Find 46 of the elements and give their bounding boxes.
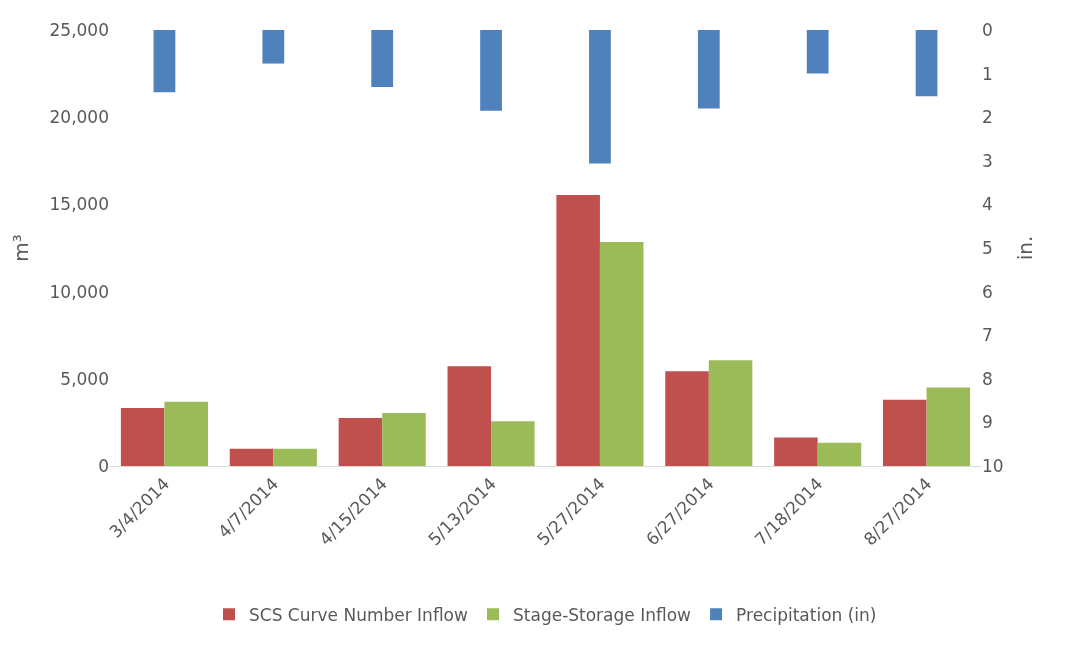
y2-tick-label: 4 bbox=[982, 194, 993, 215]
legend-label: Precipitation (in) bbox=[736, 604, 877, 625]
bar bbox=[480, 30, 502, 111]
y-tick-label: 10,000 bbox=[49, 281, 109, 302]
y2-tick-label: 10 bbox=[982, 455, 1004, 476]
bar bbox=[926, 387, 971, 466]
bar bbox=[273, 448, 317, 466]
y2-tick-label: 2 bbox=[982, 107, 993, 128]
y-tick-label: 20,000 bbox=[49, 107, 109, 128]
bar bbox=[697, 30, 720, 109]
bar bbox=[164, 401, 208, 466]
bar bbox=[556, 194, 600, 466]
y2-tick-label: 6 bbox=[982, 281, 993, 302]
bar bbox=[665, 371, 709, 466]
bar bbox=[774, 437, 818, 466]
bar bbox=[708, 360, 753, 466]
bar bbox=[229, 448, 274, 466]
y-tick-label: 15,000 bbox=[49, 194, 109, 215]
legend-label: Stage-Storage Inflow bbox=[513, 604, 692, 625]
bar bbox=[806, 30, 829, 74]
y2-tick-label: 3 bbox=[982, 150, 993, 171]
bar bbox=[883, 399, 927, 466]
bar bbox=[915, 30, 938, 97]
bar bbox=[589, 30, 611, 164]
y-tick-label: 0 bbox=[98, 455, 109, 476]
y2-tick-label: 7 bbox=[982, 325, 993, 346]
y2-tick-label: 0 bbox=[982, 19, 993, 40]
y2-tick-label: 8 bbox=[982, 368, 993, 389]
y-tick-label: 5,000 bbox=[60, 368, 109, 389]
y2-axis-title: in. bbox=[1013, 235, 1038, 261]
bar bbox=[817, 442, 862, 466]
bar bbox=[382, 412, 426, 466]
bar bbox=[599, 241, 644, 466]
y-tick-label: 25,000 bbox=[49, 19, 109, 40]
bar bbox=[120, 407, 165, 466]
legend-label: SCS Curve Number Inflow bbox=[249, 604, 468, 625]
bar bbox=[447, 366, 492, 466]
bar bbox=[262, 30, 285, 64]
bar bbox=[371, 30, 394, 88]
bar bbox=[338, 418, 383, 466]
y-axis-title: m³ bbox=[9, 234, 34, 262]
y2-tick-label: 1 bbox=[982, 63, 993, 84]
bar bbox=[491, 421, 535, 466]
y2-tick-label: 5 bbox=[982, 237, 993, 258]
y2-tick-label: 9 bbox=[982, 412, 993, 433]
bar bbox=[153, 30, 176, 93]
